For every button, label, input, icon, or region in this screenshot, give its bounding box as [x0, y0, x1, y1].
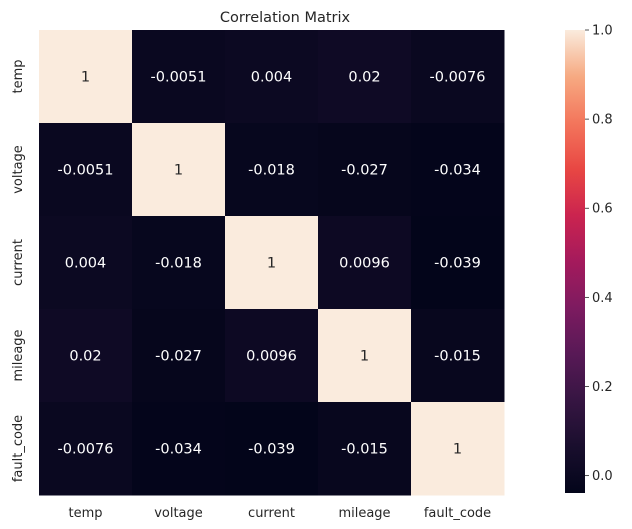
cell-annotation: 0.0096: [246, 349, 297, 365]
colorbar-tick-label: 0.8: [592, 113, 613, 128]
cell-annotation: 0.004: [251, 70, 293, 86]
cell-annotation: -0.034: [155, 442, 202, 458]
cell-annotation: -0.015: [341, 442, 388, 458]
cell-annotation: 1: [174, 163, 183, 179]
cell-annotation: -0.034: [434, 163, 481, 179]
x-tick-label: voltage: [154, 506, 203, 521]
cell-annotation: 0.0096: [339, 256, 390, 272]
x-tick-label: temp: [68, 506, 102, 521]
heatmap-cell-current-mileage: [318, 216, 412, 310]
x-tick-label: fault_code: [424, 506, 491, 521]
heatmap-cell-current-fault_code: [411, 216, 505, 310]
heatmap-cell-fault_code-temp: [39, 402, 133, 496]
heatmap-cell-voltage-current: [225, 123, 319, 217]
heatmap-cell-temp-fault_code: [411, 30, 505, 124]
heatmap-cell-voltage-temp: [39, 123, 133, 217]
heatmap-cell-mileage-current: [225, 309, 319, 403]
heatmap-cell-mileage-mileage: [318, 309, 412, 403]
heatmap-cell-voltage-voltage: [132, 123, 226, 217]
y-tick-label: temp: [11, 59, 26, 93]
heatmap-cell-voltage-fault_code: [411, 123, 505, 217]
cell-annotation: 0.02: [348, 70, 380, 86]
heatmap-cell-temp-mileage: [318, 30, 412, 124]
colorbar-gradient: [565, 30, 585, 493]
colorbar-tick-label: 0.2: [592, 380, 613, 395]
cell-annotation: -0.0076: [430, 70, 486, 86]
heatmap-cell-current-temp: [39, 216, 133, 310]
x-tick-label: mileage: [338, 506, 390, 521]
colorbar-tick-label: 0.4: [592, 291, 613, 306]
colorbar-tick-label: 0.0: [592, 469, 613, 484]
cell-annotation: -0.0051: [58, 163, 114, 179]
heatmap-cell-mileage-fault_code: [411, 309, 505, 403]
heatmap-cell-current-voltage: [132, 216, 226, 310]
cell-annotation: -0.039: [434, 256, 481, 272]
heatmap-cell-mileage-temp: [39, 309, 133, 403]
cell-annotation: 1: [81, 70, 90, 86]
heatmap-cell-current-current: [225, 216, 319, 310]
y-tick-label: mileage: [11, 329, 26, 381]
y-tick-label: voltage: [11, 145, 26, 194]
heatmap-cell-voltage-mileage: [318, 123, 412, 217]
heatmap-cell-mileage-voltage: [132, 309, 226, 403]
chart-title: Correlation Matrix: [220, 10, 351, 26]
cell-annotation: -0.0051: [151, 70, 207, 86]
cell-annotation: -0.027: [155, 349, 202, 365]
colorbar-tick-label: 1.0: [592, 24, 613, 39]
cell-annotation: 0.004: [65, 256, 107, 272]
y-axis-ticks: temp voltage current mileage fault_code: [11, 59, 26, 482]
cell-annotation: 1: [267, 256, 276, 272]
x-tick-label: current: [248, 506, 295, 521]
cell-annotation: -0.039: [248, 442, 295, 458]
cell-annotation: -0.018: [155, 256, 202, 272]
cell-annotation: 1: [453, 442, 462, 458]
heatmap-cell-fault_code-current: [225, 402, 319, 496]
cell-annotation: 0.02: [69, 349, 101, 365]
cell-annotation: -0.018: [248, 163, 295, 179]
heatmap-cell-temp-voltage: [132, 30, 226, 124]
y-tick-label: fault_code: [11, 415, 26, 482]
heatmap-cells: 1 -0.0051 0.004 0.02 -0.0076 -0.0051 1 -0.018 -0…: [39, 30, 505, 496]
colorbar-tick-label: 0.6: [592, 202, 613, 217]
x-axis-ticks: temp voltage current mileage fault_code: [68, 506, 491, 521]
cell-annotation: -0.027: [341, 163, 388, 179]
cell-annotation: -0.015: [434, 349, 481, 365]
heatmap-cell-fault_code-voltage: [132, 402, 226, 496]
cell-annotation: -0.0076: [58, 442, 114, 458]
heatmap-cell-fault_code-mileage: [318, 402, 412, 496]
heatmap-cell-temp-temp: [39, 30, 133, 124]
colorbar: 0.0 0.2 0.4 0.6 0.8 1.0: [565, 24, 613, 493]
y-tick-label: current: [11, 239, 26, 286]
heatmap-cell-fault_code-fault_code: [411, 402, 505, 496]
cell-annotation: 1: [360, 349, 369, 365]
heatmap-cell-temp-current: [225, 30, 319, 124]
